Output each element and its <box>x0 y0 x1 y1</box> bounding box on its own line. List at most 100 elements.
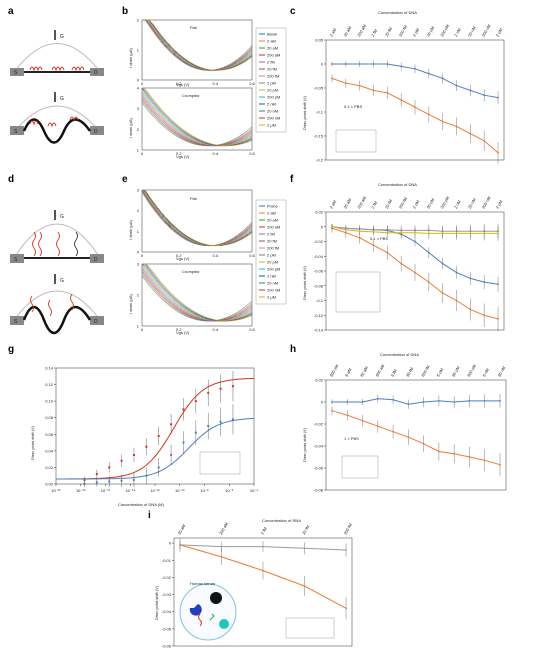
data-point <box>262 569 264 572</box>
annotation-h: 1 × PBS <box>344 436 359 441</box>
data-point <box>386 251 389 254</box>
data-point <box>483 232 486 235</box>
ylabel-b-top: I drain (μA) <box>128 47 133 68</box>
ylabel-f: Dirac point shift (V) <box>302 265 307 300</box>
data-point <box>182 441 185 444</box>
x-tick-label: 10⁻¹⁶ <box>101 488 111 493</box>
top-tick-label: 600 zM <box>329 364 340 378</box>
data-point <box>145 474 148 477</box>
y-tick-label: 2 <box>137 208 140 213</box>
drain-label-bottom-d: D <box>94 319 98 325</box>
data-point <box>392 430 394 433</box>
data-point <box>372 89 375 92</box>
iv-curve <box>141 275 253 322</box>
y-tick-label: -0.02 <box>162 575 172 580</box>
data-point <box>441 292 444 295</box>
data-point <box>262 545 264 548</box>
xlabel-e-bottom: Vgs (V) <box>176 330 190 335</box>
y-tick-label: -0.06 <box>314 466 324 471</box>
top-tick-label: 20 fM <box>384 26 393 37</box>
data-point <box>346 401 349 403</box>
iv-curve <box>141 263 253 322</box>
data-point <box>455 299 458 302</box>
iv-curve <box>141 89 253 147</box>
serum-protein-cyan <box>219 619 229 629</box>
top-tick-label: 6 aM <box>344 367 353 377</box>
data-point <box>469 232 472 235</box>
x-tick-label: 0.6 <box>249 327 255 332</box>
plot-title-b-top: Flat <box>190 25 198 30</box>
y-tick-label: 2 <box>137 18 140 23</box>
top-tick-label: 200 nM <box>481 195 492 209</box>
data-point <box>422 401 425 403</box>
iv-curve <box>141 271 253 322</box>
source-electrode-top <box>10 68 24 76</box>
data-point <box>194 400 197 403</box>
serum-protein-black <box>210 592 222 604</box>
top-tick-label: 200 fM <box>398 24 408 37</box>
hybrid-dna-d1 <box>32 231 42 257</box>
drain-electrode-top <box>90 68 104 76</box>
data-point <box>483 139 486 142</box>
plot-h: 600 zM 6 aM 60 aM 600 aM 6 fM 60 fM 600 fM 6 pM… <box>314 363 507 492</box>
iv-curve <box>142 19 253 71</box>
data-point <box>497 96 499 99</box>
iv-curve <box>141 101 253 147</box>
drain-electrode-top-d <box>90 254 104 263</box>
x-tick-label: 0 <box>141 151 144 156</box>
top-tick-label: 2 pM <box>412 27 421 37</box>
hybrid-dna-d-bottom <box>30 293 74 317</box>
y-tick-label: 0.14 <box>45 366 54 371</box>
data-point <box>414 240 416 243</box>
iv-curve <box>142 19 253 71</box>
y-tick-label: -0.1 <box>316 110 324 115</box>
gate-label-bottom: G <box>60 96 64 102</box>
legend-box-c <box>335 129 377 153</box>
top-tick-label: 2 pM <box>412 199 421 209</box>
legend-label: 2 µM <box>267 123 276 128</box>
data-point <box>157 434 160 437</box>
legend-label: 20 pM <box>267 260 278 265</box>
top-tick-label: 200 nM <box>481 23 492 37</box>
legend-label: 2 nM <box>267 274 276 279</box>
iv-curve <box>141 92 253 147</box>
data-point <box>455 232 458 235</box>
serum-rna-green <box>209 613 215 621</box>
legend-label: 2 aM <box>267 211 276 216</box>
ylabel-h: Dirac point shift (V) <box>302 427 307 462</box>
legend-label: Blank <box>267 32 277 37</box>
top-tick-label: 600 aM <box>374 363 385 377</box>
legend-label: 2 fM <box>267 60 275 65</box>
top-tick-label: 20 nM <box>467 197 477 209</box>
iv-curve <box>141 268 253 322</box>
data-point <box>219 387 222 390</box>
data-point <box>441 232 444 235</box>
data-point <box>455 84 458 87</box>
data-point <box>95 473 98 476</box>
data-point <box>427 113 430 116</box>
source-label-bottom: S <box>14 129 18 135</box>
data-point <box>207 425 210 427</box>
y-tick-label: -0.08 <box>314 488 324 493</box>
y-tick-label: -0.02 <box>314 422 324 427</box>
legend-box-f <box>335 271 381 313</box>
data-point <box>358 236 361 239</box>
y-tick-label: 1 <box>137 229 140 234</box>
xlabel-b-top: Vgs (V) <box>176 82 190 87</box>
data-point <box>438 450 440 453</box>
iv-curve <box>142 19 253 71</box>
data-point <box>400 231 403 234</box>
legend-label: 200 aM <box>267 225 280 230</box>
plot-title-i: Concentration of RNA <box>262 518 301 523</box>
data-point <box>483 314 486 317</box>
iv-curve <box>141 189 253 247</box>
data-point <box>372 231 375 233</box>
data-point <box>441 262 444 265</box>
data-point <box>344 228 347 231</box>
y-tick-label: 1 <box>137 148 140 153</box>
top-tick-label: 60 aM <box>359 365 369 377</box>
y-tick-label: -0.05 <box>314 86 324 91</box>
y-tick-label: -0.2 <box>316 158 324 163</box>
